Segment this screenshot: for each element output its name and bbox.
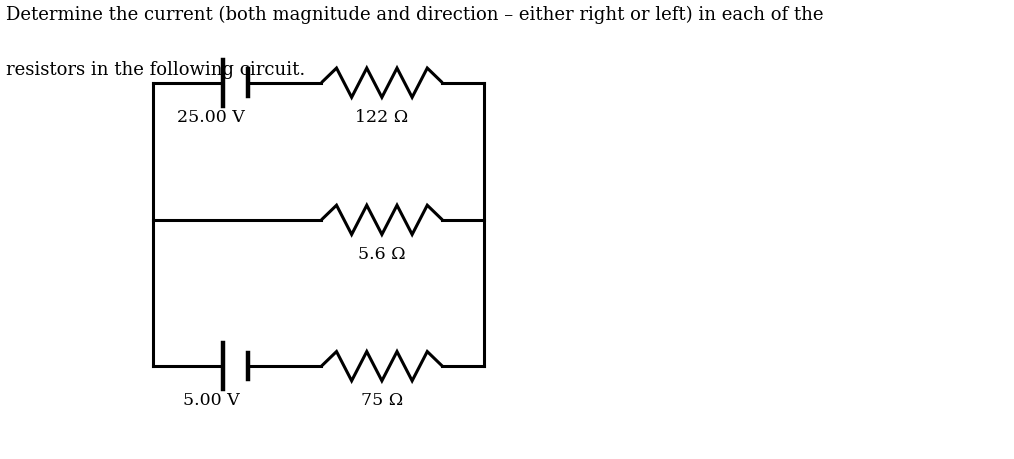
Text: 5.6 Ω: 5.6 Ω [358,246,406,263]
Text: 5.00 V: 5.00 V [183,392,239,409]
Text: resistors in the following circuit.: resistors in the following circuit. [6,61,305,78]
Text: Determine the current (both magnitude and direction – either right or left) in e: Determine the current (both magnitude an… [6,6,823,24]
Text: 25.00 V: 25.00 V [177,109,245,126]
Text: 75 Ω: 75 Ω [361,392,403,409]
Text: 122 Ω: 122 Ω [355,109,409,126]
